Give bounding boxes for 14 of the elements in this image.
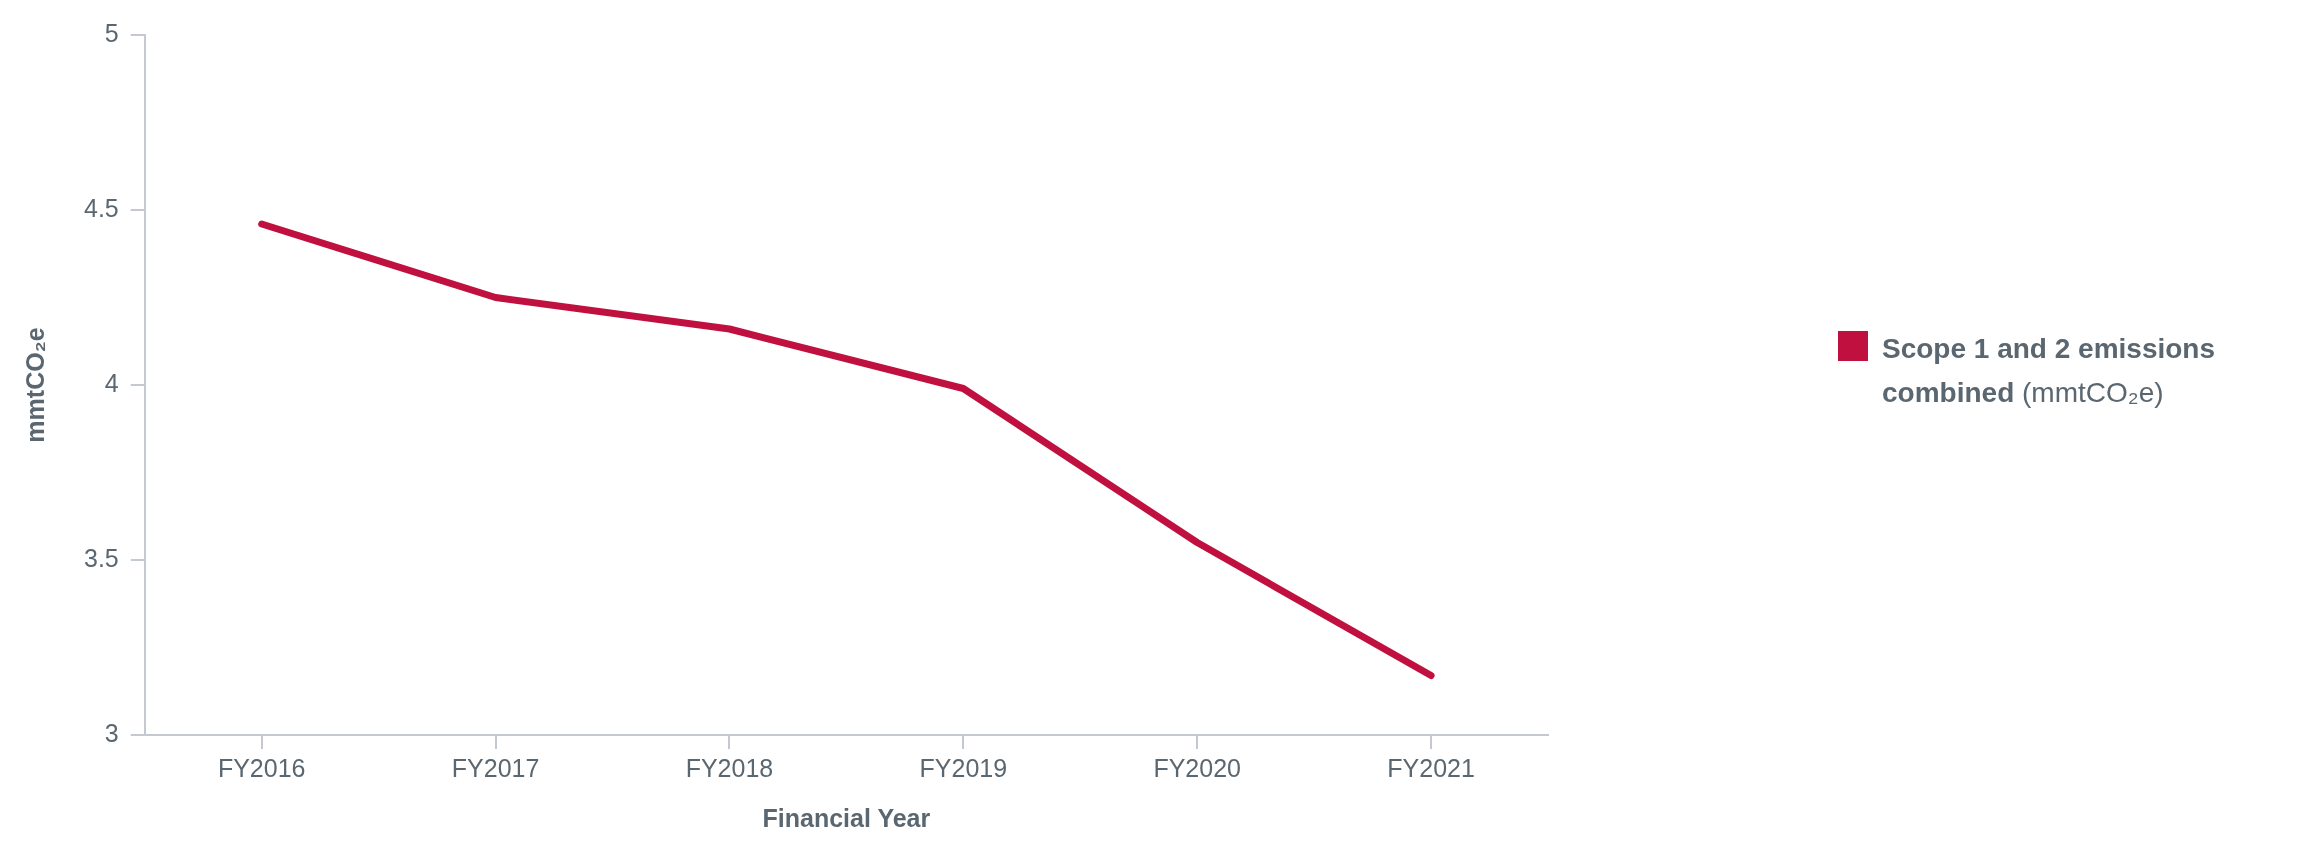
- x-tick-label: FY2021: [1387, 753, 1475, 782]
- x-tick-label: FY2020: [1153, 753, 1241, 782]
- x-tick-label: FY2018: [685, 753, 774, 782]
- y-tick-label: 3.5: [83, 543, 119, 572]
- y-tick-label: 3: [104, 718, 119, 747]
- y-tick-label: 4: [104, 368, 119, 397]
- x-tick-label: FY2017: [451, 753, 540, 782]
- y-tick-label: 4.5: [83, 193, 119, 222]
- y-tick-label: 5: [104, 18, 119, 47]
- x-tick-label: FY2016: [217, 753, 306, 782]
- x-tick-label: FY2019: [919, 753, 1008, 782]
- legend-label: Scope 1 and 2 emissions combined (mmtCO₂e): [1882, 332, 2216, 408]
- y-axis-title: mmtCO₂e: [20, 327, 49, 443]
- x-axis-title: Financial Year: [762, 803, 931, 832]
